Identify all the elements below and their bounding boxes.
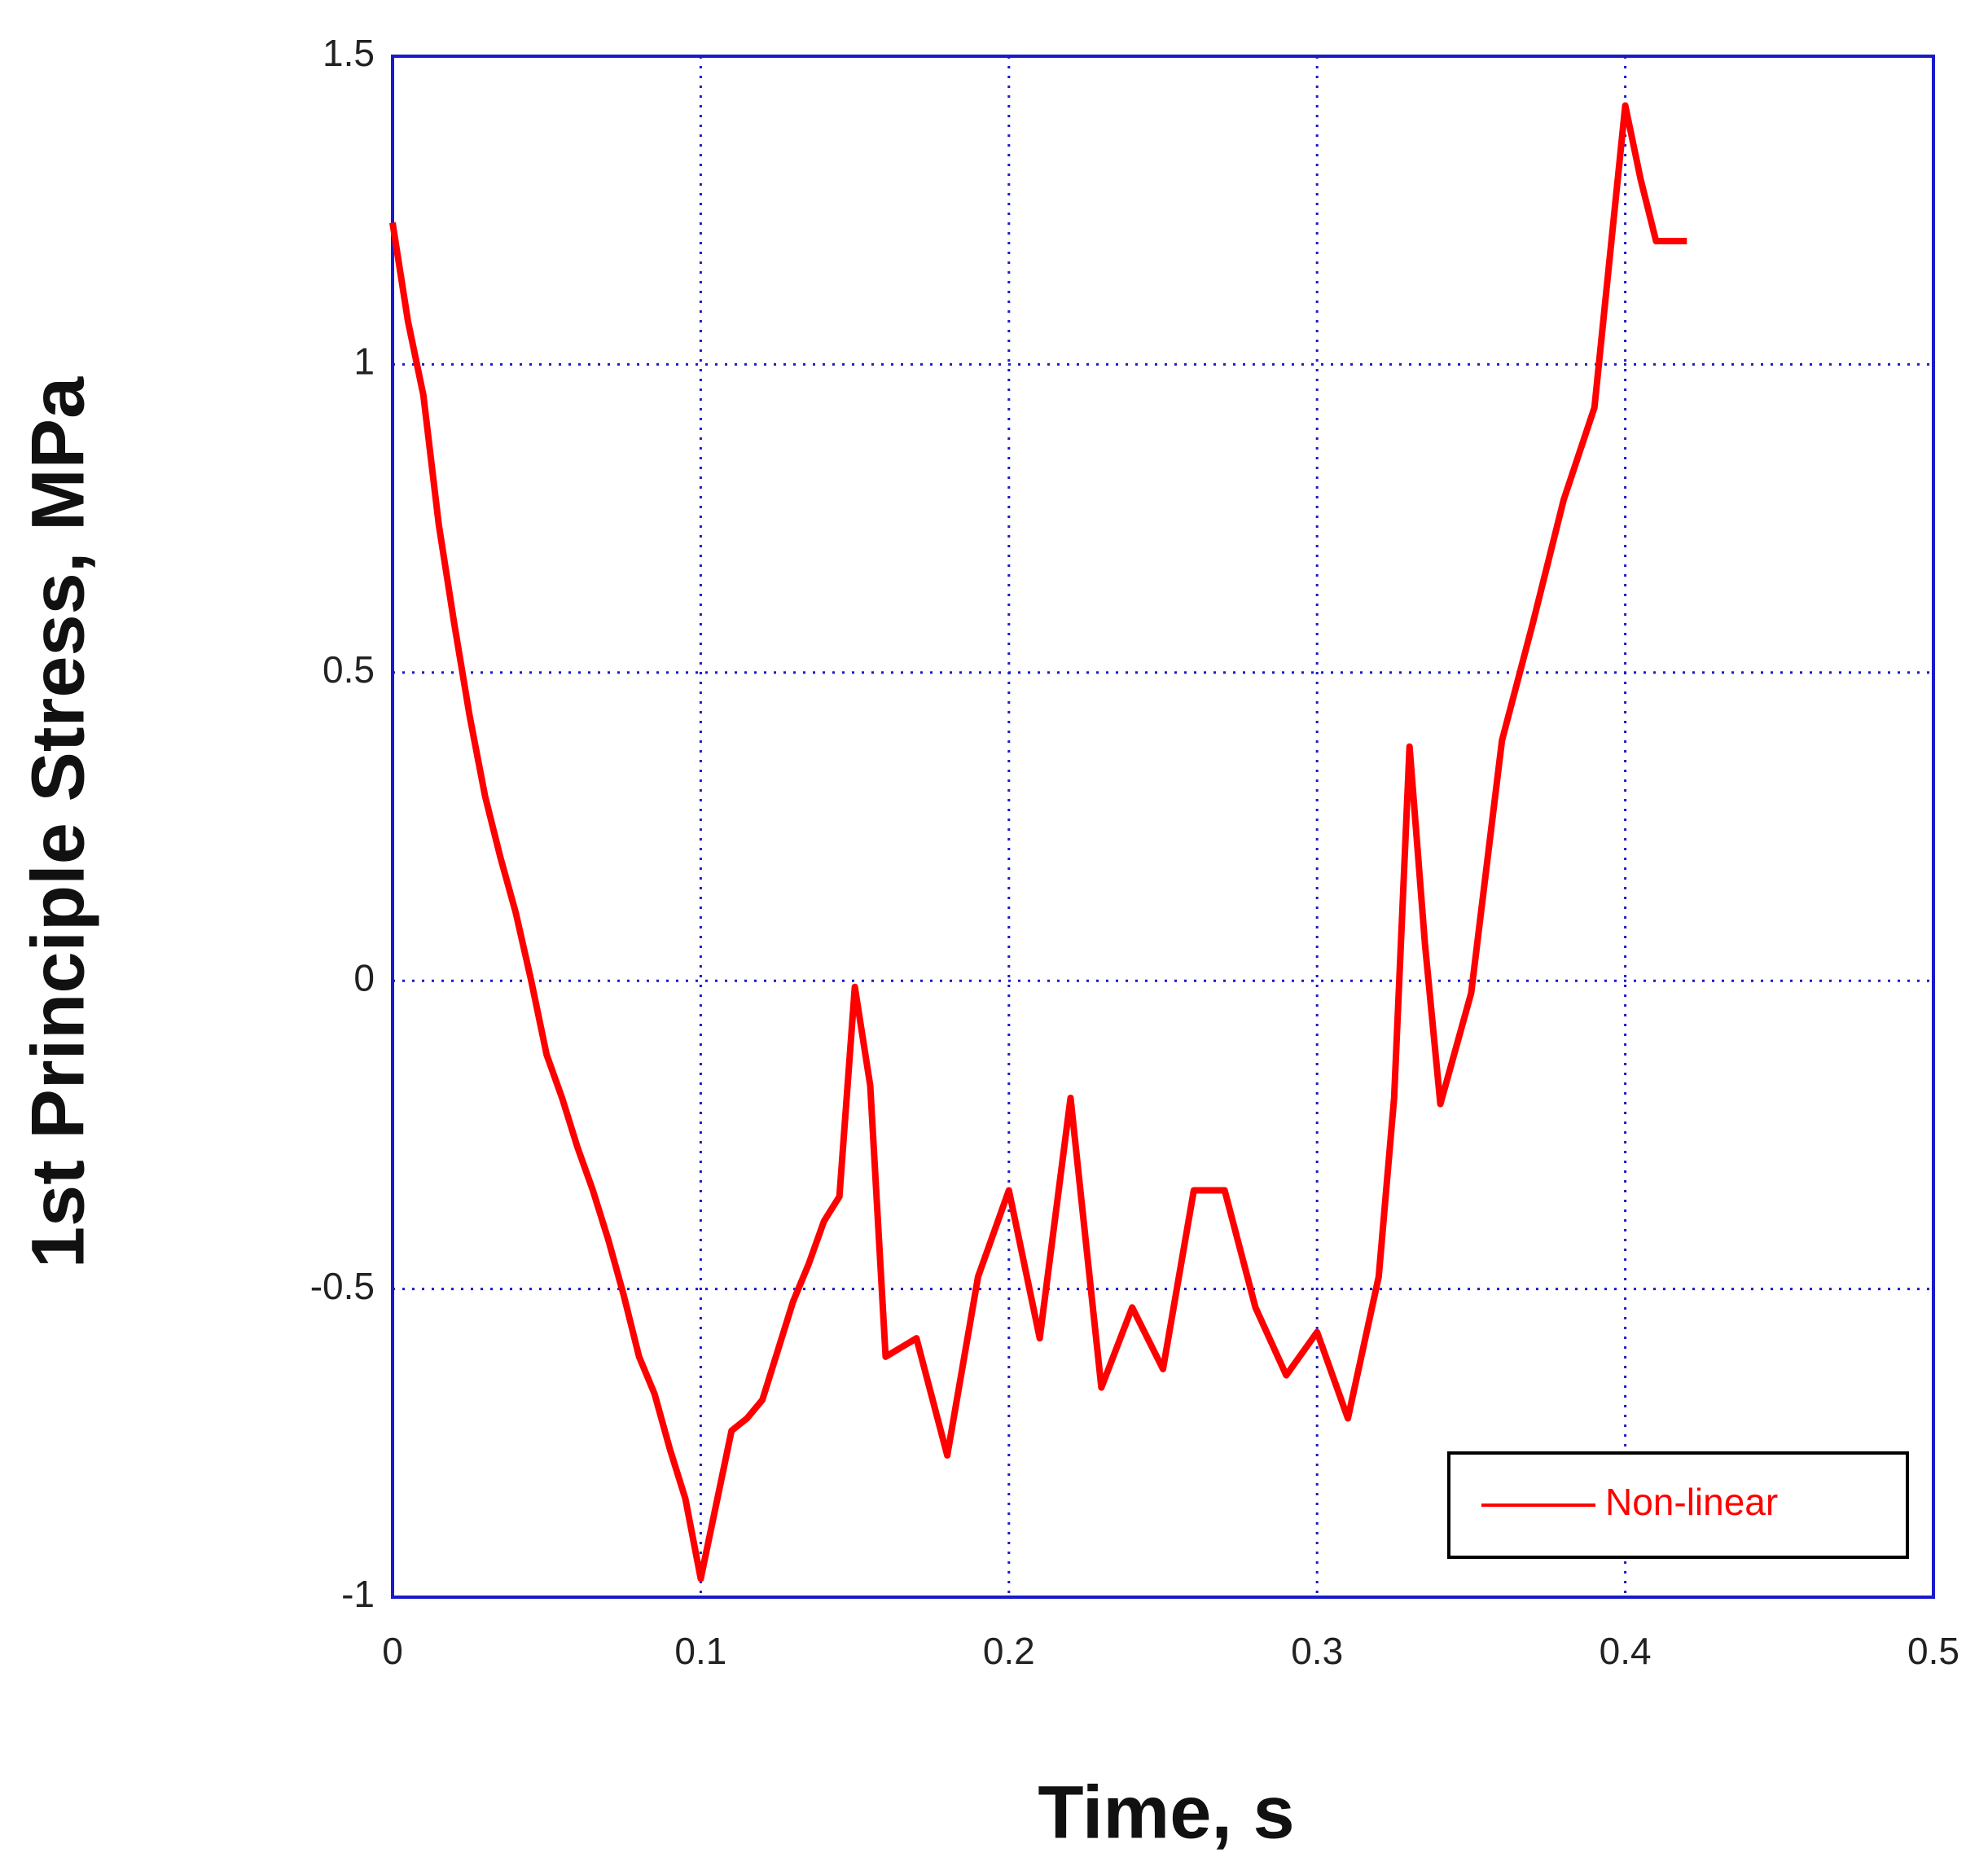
x-axis-title: Time, s [1038, 1771, 1294, 1854]
x-tick-label: 0 [382, 1630, 403, 1672]
y-tick-label: -0.5 [310, 1265, 375, 1307]
x-tick-label: 0.4 [1600, 1630, 1652, 1672]
y-tick-label: 1 [353, 340, 375, 383]
x-tick-label: 0.2 [983, 1630, 1035, 1672]
y-axis-title: 1st Principle Stress, MPa [16, 376, 99, 1268]
x-tick-label: 0.5 [1907, 1630, 1959, 1672]
y-tick-label: 0 [353, 956, 375, 999]
plot-frame [391, 55, 1935, 1599]
y-tick-label: 0.5 [323, 648, 375, 691]
y-tick-label: 1.5 [323, 32, 375, 74]
x-tick-label: 0.1 [674, 1630, 726, 1672]
y-tick-label: -1 [341, 1573, 375, 1615]
x-tick-label: 0.3 [1291, 1630, 1343, 1672]
data-line [389, 102, 1687, 1582]
legend-label: Non-linear [1605, 1481, 1778, 1523]
